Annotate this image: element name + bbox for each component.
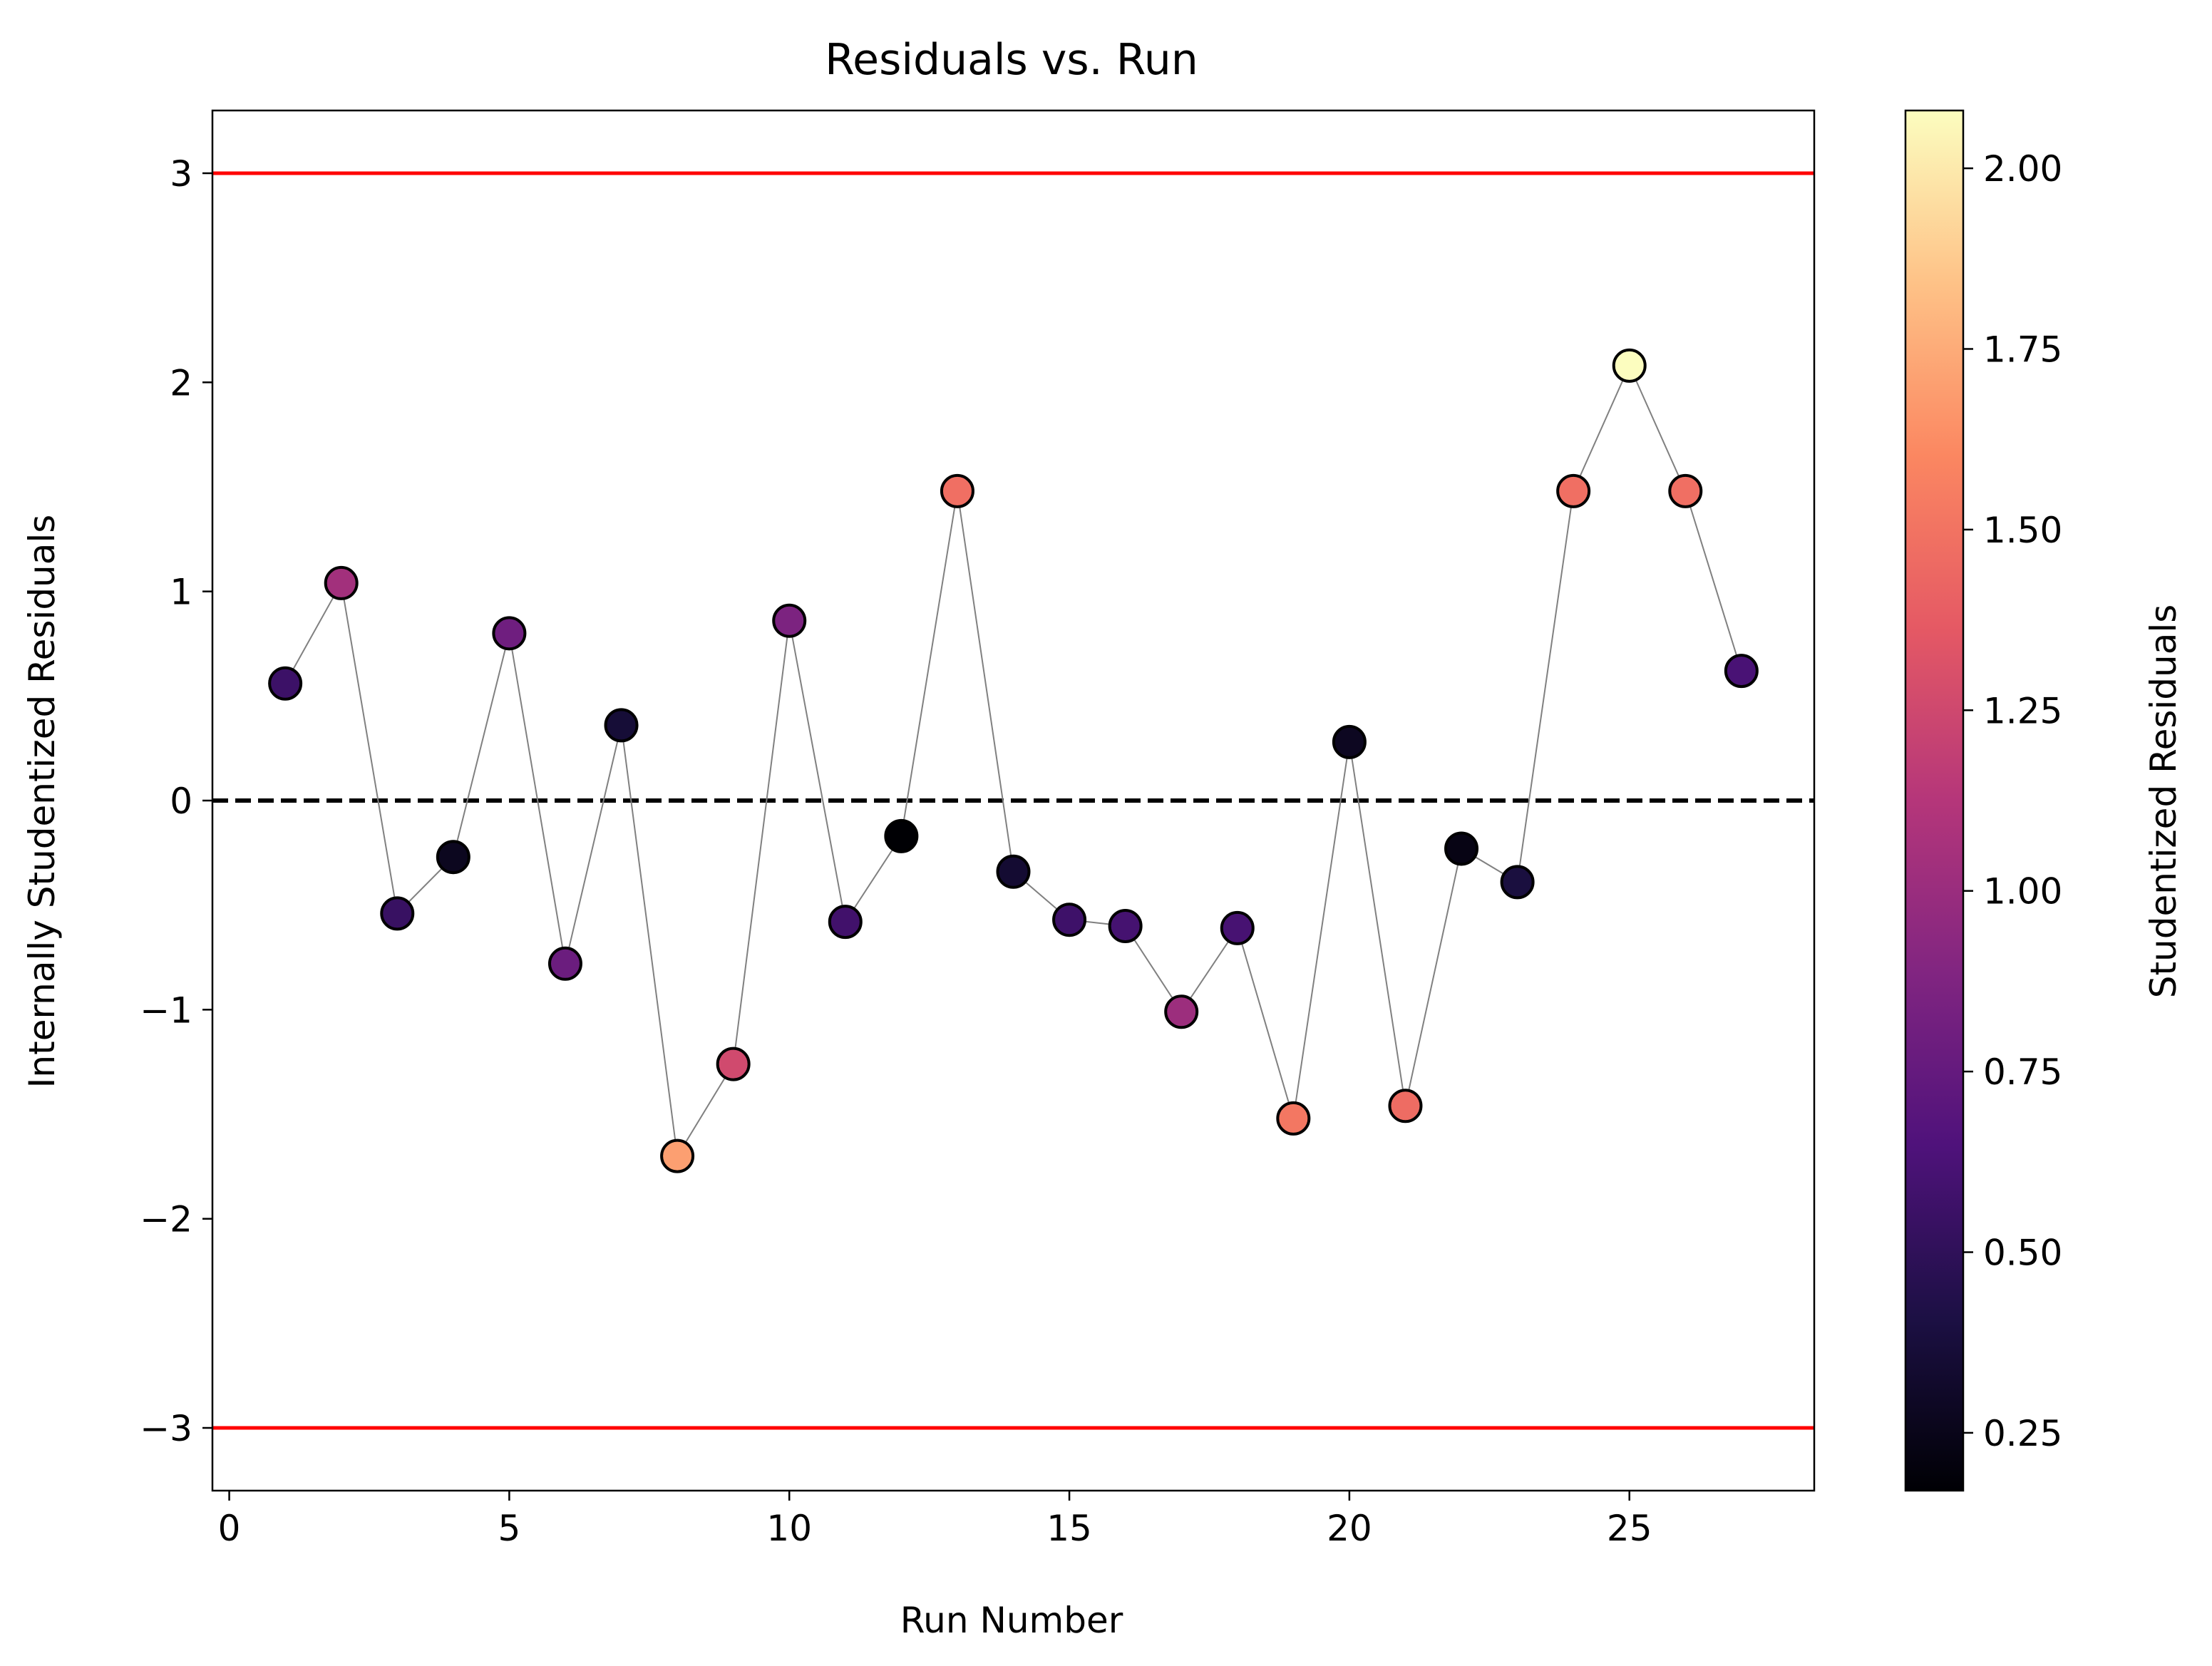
x-tick-label: 5 [498, 1508, 520, 1549]
y-tick-label: 0 [170, 781, 192, 822]
data-point [940, 473, 974, 508]
chart-title: Residuals vs. Run [825, 35, 1198, 85]
x-tick-label: 15 [1046, 1508, 1092, 1549]
data-point [1724, 654, 1759, 689]
data-point [828, 905, 863, 940]
y-tick-label: 3 [170, 153, 192, 195]
y-tick-label: 2 [170, 362, 192, 403]
data-point [884, 818, 919, 853]
data-point [547, 946, 582, 981]
colorbar-tick-label: 0.50 [1983, 1233, 2062, 1274]
y-tick-label: −3 [140, 1408, 192, 1449]
colorbar-gradient [1904, 109, 1965, 1492]
colorbar-tick-label: 2.00 [1983, 148, 2062, 190]
x-tick-label: 10 [766, 1508, 812, 1549]
colorbar-tick-label: 1.50 [1983, 510, 2062, 551]
colorbar-tick-label: 0.25 [1983, 1413, 2062, 1454]
data-point [268, 666, 303, 701]
x-axis-label: Run Number [900, 1600, 1123, 1641]
data-point [1500, 865, 1535, 900]
plot-area: 0 5 10 15 20 25 −3 −2 −1 0 1 2 3 [140, 109, 1816, 1549]
data-point [1556, 473, 1591, 508]
y-tick-label: −1 [140, 989, 192, 1031]
x-tick-label: 0 [218, 1508, 241, 1549]
data-point [1388, 1089, 1423, 1123]
data-point [1220, 910, 1255, 945]
y-tick-label: −2 [140, 1199, 192, 1240]
data-point [324, 565, 359, 600]
colorbar-label: Studentized Residuals [2143, 605, 2184, 999]
data-point [1164, 994, 1199, 1029]
y-axis-label: Internally Studentized Residuals [21, 515, 63, 1089]
data-point [772, 603, 807, 638]
series-connecting-line [284, 364, 1742, 1158]
data-point [660, 1138, 695, 1173]
data-point [1444, 831, 1479, 866]
data-point [716, 1047, 751, 1081]
data-point [996, 854, 1031, 889]
colorbar-tick-label: 0.75 [1983, 1051, 2062, 1093]
data-point [380, 896, 415, 931]
data-point [1668, 473, 1703, 508]
colorbar-tick-label: 1.75 [1983, 329, 2062, 370]
data-point [436, 840, 470, 875]
data-point [1108, 909, 1143, 943]
x-tick-label: 25 [1607, 1508, 1652, 1549]
data-point [492, 616, 527, 651]
colorbar-tick-label: 1.25 [1983, 690, 2062, 731]
data-point [1276, 1101, 1311, 1136]
colorbar-tick-label: 1.00 [1983, 871, 2062, 912]
data-point [604, 708, 639, 743]
data-point [1612, 348, 1647, 383]
data-point [1052, 903, 1087, 937]
x-tick-label: 20 [1327, 1508, 1372, 1549]
y-tick-label: 1 [170, 572, 192, 613]
data-point [1332, 724, 1367, 759]
colorbar: Studentized Residuals 0.25 0.50 0.75 1.00 1.… [1904, 109, 2184, 1492]
